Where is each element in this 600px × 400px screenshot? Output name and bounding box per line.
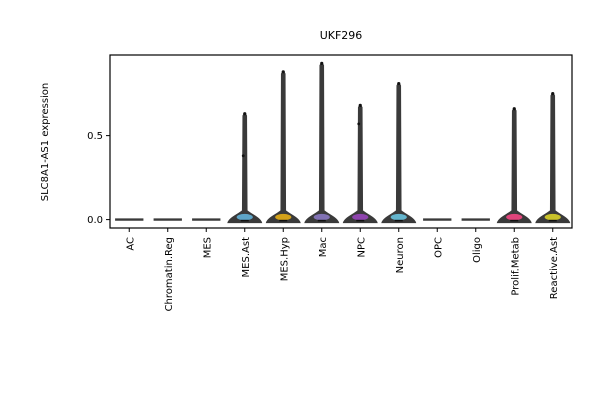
x-tick-label: Chromatin.Reg (164, 237, 175, 311)
x-tick-label: MES.Ast (241, 237, 252, 278)
y-axis-label: SLC8A1-AS1 expression (40, 83, 51, 202)
violin-body (227, 113, 263, 224)
max-point (243, 112, 247, 116)
max-point (320, 61, 324, 65)
violin-reactive-ast (535, 92, 571, 224)
violin-body (381, 83, 417, 224)
y-tick-label: 0.0 (87, 215, 103, 226)
x-tick-label: OPC (433, 237, 444, 258)
max-point (358, 103, 362, 107)
violin-fill (236, 213, 253, 221)
outlier-point (357, 122, 361, 126)
x-tick-label: Prolif.Metab (510, 237, 521, 296)
violin-fill (275, 213, 292, 221)
y-axis: 0.0 0.5 (87, 131, 110, 226)
x-tick-label: MES.Hyp (279, 237, 290, 281)
outlier-point (241, 154, 245, 158)
violin-group (115, 61, 571, 224)
violin-prolif-metab (496, 107, 532, 224)
x-tick-label: Reactive.Ast (549, 237, 560, 299)
violin-body (496, 108, 532, 224)
plot-frame (109, 54, 573, 229)
violin-body (304, 63, 340, 224)
violin-fill (390, 213, 407, 221)
max-point (281, 70, 285, 74)
x-tick-label: Neuron (395, 237, 406, 273)
violin-fill (352, 213, 369, 221)
x-tick-label: AC (125, 237, 136, 251)
x-tick-label: Oligo (472, 237, 483, 263)
violin-neuron (381, 81, 417, 224)
violin-fill (544, 213, 561, 221)
max-point (551, 92, 555, 96)
violin-mes-ast (227, 112, 263, 224)
x-tick-label: MES (202, 237, 213, 258)
chart-title: UKF296 (320, 29, 363, 42)
max-point (512, 107, 516, 111)
max-point (397, 81, 401, 86)
x-tick-label: Mac (318, 237, 329, 257)
y-tick-label: 0.5 (87, 131, 103, 142)
x-axis: AC Chromatin.Reg MES MES.Ast MES.Hyp Mac NPC Ne… (125, 228, 560, 311)
violin-mes-hyp (265, 70, 301, 224)
violin-body (265, 71, 301, 224)
violin-body (535, 93, 571, 224)
violin-mac (304, 61, 340, 224)
x-tick-label: NPC (356, 237, 367, 258)
violin-npc (342, 103, 378, 224)
violin-body (342, 105, 378, 224)
violin-fill (313, 213, 330, 221)
violin-fill (506, 213, 523, 221)
